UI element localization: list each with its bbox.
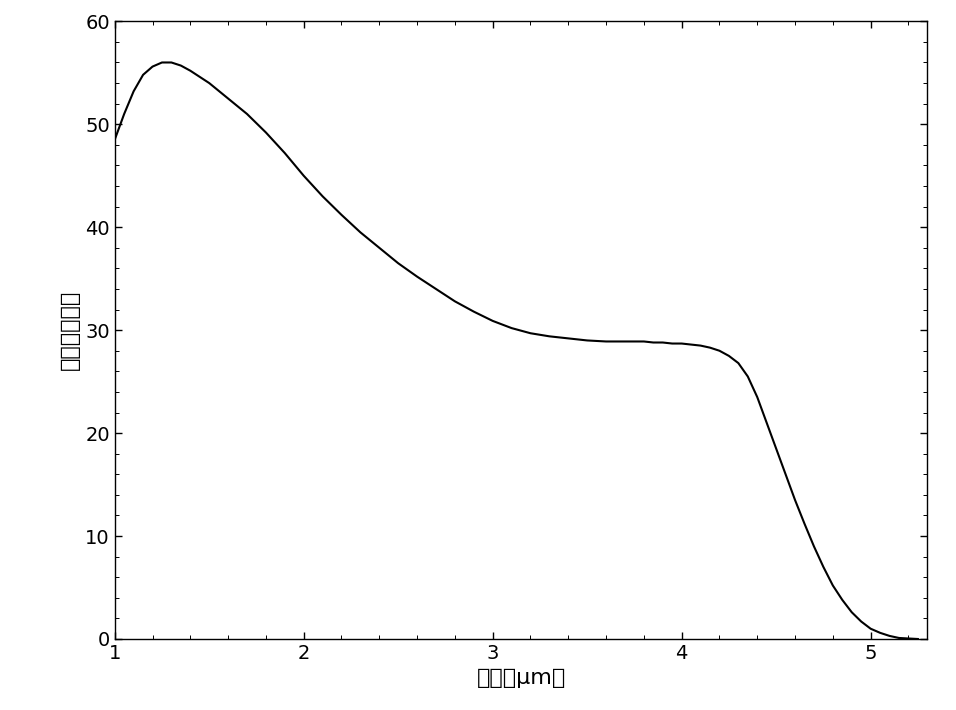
- Y-axis label: 透过率（％）: 透过率（％）: [59, 290, 79, 371]
- X-axis label: 波数（μm）: 波数（μm）: [476, 668, 566, 689]
